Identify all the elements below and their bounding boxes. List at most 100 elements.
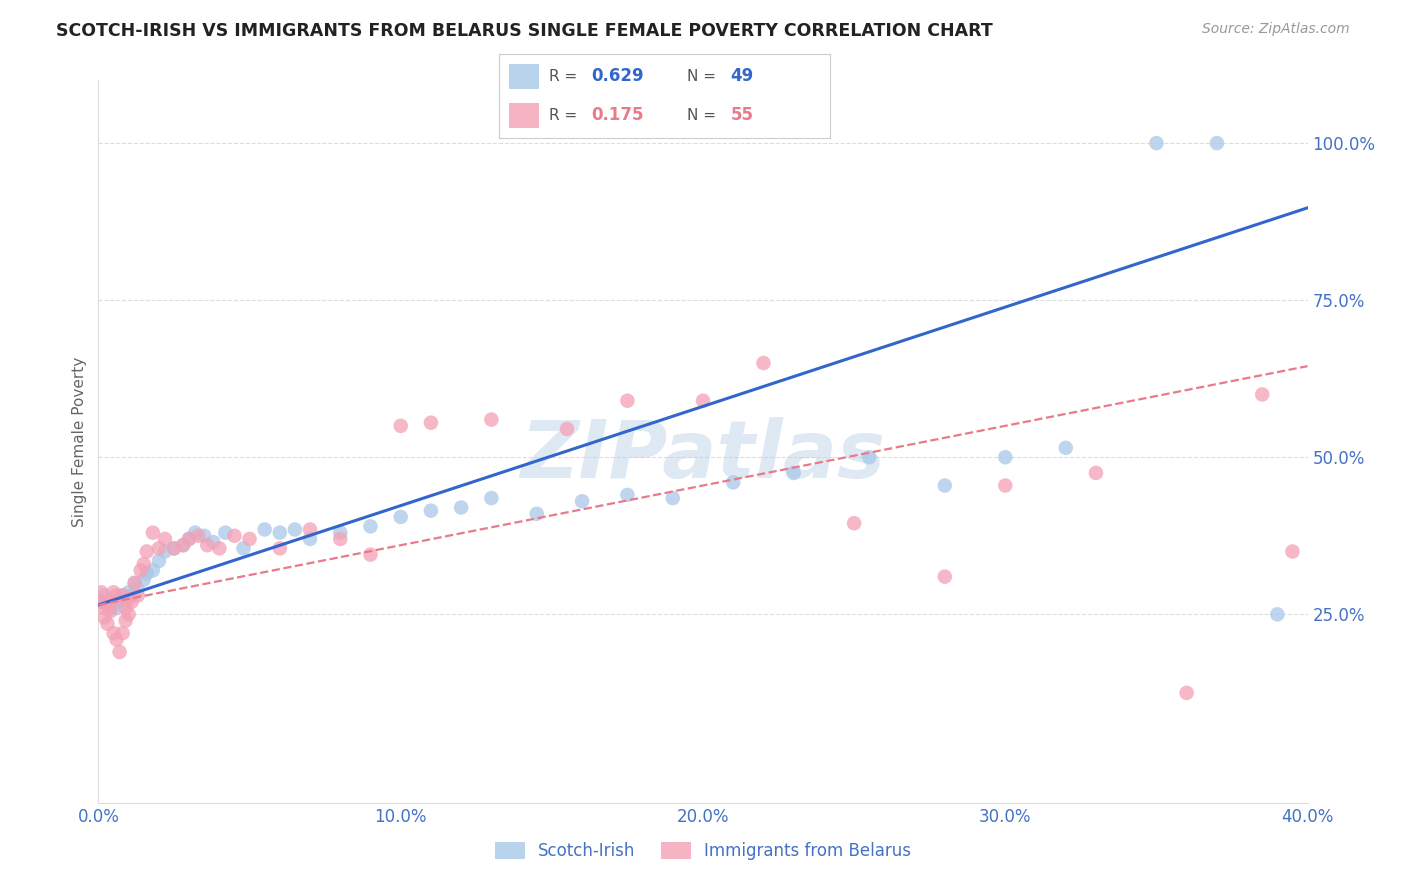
Point xyxy=(114,595,136,609)
Point xyxy=(121,589,143,603)
Point xyxy=(90,595,112,609)
Point xyxy=(389,418,412,433)
Text: R =: R = xyxy=(548,69,582,84)
Point xyxy=(163,541,186,556)
Point xyxy=(114,601,136,615)
Point xyxy=(105,601,128,615)
Point xyxy=(90,585,112,599)
Point xyxy=(108,645,131,659)
Point xyxy=(202,535,225,549)
Point xyxy=(1085,466,1108,480)
Point xyxy=(1267,607,1289,622)
Point xyxy=(124,575,146,590)
Point xyxy=(127,589,149,603)
Text: 49: 49 xyxy=(731,68,754,86)
Point xyxy=(105,589,128,603)
Point xyxy=(224,529,246,543)
Point xyxy=(187,529,209,543)
Text: N =: N = xyxy=(688,108,721,123)
Point xyxy=(135,566,157,581)
Point xyxy=(103,585,125,599)
Point xyxy=(934,478,956,492)
Point xyxy=(184,525,207,540)
Point xyxy=(994,478,1017,492)
Point xyxy=(153,544,176,558)
Point xyxy=(450,500,472,515)
Point xyxy=(135,544,157,558)
Point xyxy=(360,519,382,533)
Point xyxy=(90,595,112,609)
Point xyxy=(163,541,186,556)
Point xyxy=(108,591,131,606)
Point xyxy=(692,393,714,408)
Point xyxy=(284,523,307,537)
Point xyxy=(214,525,236,540)
Point xyxy=(661,491,683,505)
Text: R =: R = xyxy=(548,108,582,123)
Point xyxy=(127,582,149,597)
Point xyxy=(360,548,382,562)
Point xyxy=(148,541,170,556)
Text: ZIPatlas: ZIPatlas xyxy=(520,417,886,495)
Point xyxy=(994,450,1017,465)
Point xyxy=(93,589,115,603)
Point xyxy=(934,569,956,583)
Point xyxy=(208,541,231,556)
Point xyxy=(111,589,134,603)
Point xyxy=(118,591,141,606)
Point xyxy=(118,585,141,599)
Point xyxy=(420,416,443,430)
Point xyxy=(96,616,118,631)
Point xyxy=(239,532,262,546)
Point xyxy=(232,541,254,556)
Point xyxy=(103,626,125,640)
Point xyxy=(172,538,194,552)
Point xyxy=(121,595,143,609)
Point xyxy=(96,598,118,612)
Point xyxy=(253,523,276,537)
Point xyxy=(616,393,638,408)
Text: 0.629: 0.629 xyxy=(592,68,644,86)
Point xyxy=(1175,686,1198,700)
Point xyxy=(142,563,165,577)
Point xyxy=(299,523,322,537)
Point xyxy=(783,466,806,480)
Point xyxy=(1206,136,1229,150)
Point xyxy=(723,475,745,490)
Point xyxy=(329,532,352,546)
Point xyxy=(172,538,194,552)
Point xyxy=(100,595,122,609)
Point xyxy=(129,563,152,577)
Point xyxy=(114,614,136,628)
Text: SCOTCH-IRISH VS IMMIGRANTS FROM BELARUS SINGLE FEMALE POVERTY CORRELATION CHART: SCOTCH-IRISH VS IMMIGRANTS FROM BELARUS … xyxy=(56,22,993,40)
Text: Source: ZipAtlas.com: Source: ZipAtlas.com xyxy=(1202,22,1350,37)
Y-axis label: Single Female Poverty: Single Female Poverty xyxy=(72,357,87,526)
Point xyxy=(571,494,593,508)
Point xyxy=(858,450,880,465)
Point xyxy=(1251,387,1274,401)
Point xyxy=(1144,136,1167,150)
Point xyxy=(420,503,443,517)
Bar xyxy=(509,63,538,89)
Point xyxy=(124,575,146,590)
Point xyxy=(269,541,291,556)
Point xyxy=(193,529,215,543)
Text: 0.175: 0.175 xyxy=(592,106,644,124)
Legend: Scotch-Irish, Immigrants from Belarus: Scotch-Irish, Immigrants from Belarus xyxy=(488,835,918,867)
Point xyxy=(111,589,134,603)
Point xyxy=(118,607,141,622)
Point xyxy=(105,632,128,647)
Point xyxy=(148,554,170,568)
Point xyxy=(132,557,155,571)
Text: N =: N = xyxy=(688,69,721,84)
Point xyxy=(103,595,125,609)
Point xyxy=(481,412,503,426)
Point xyxy=(96,595,118,609)
Point xyxy=(389,510,412,524)
Point xyxy=(299,532,322,546)
Point xyxy=(195,538,218,552)
Text: 55: 55 xyxy=(731,106,754,124)
Point xyxy=(179,532,201,546)
Point xyxy=(179,532,201,546)
Point xyxy=(844,516,866,531)
